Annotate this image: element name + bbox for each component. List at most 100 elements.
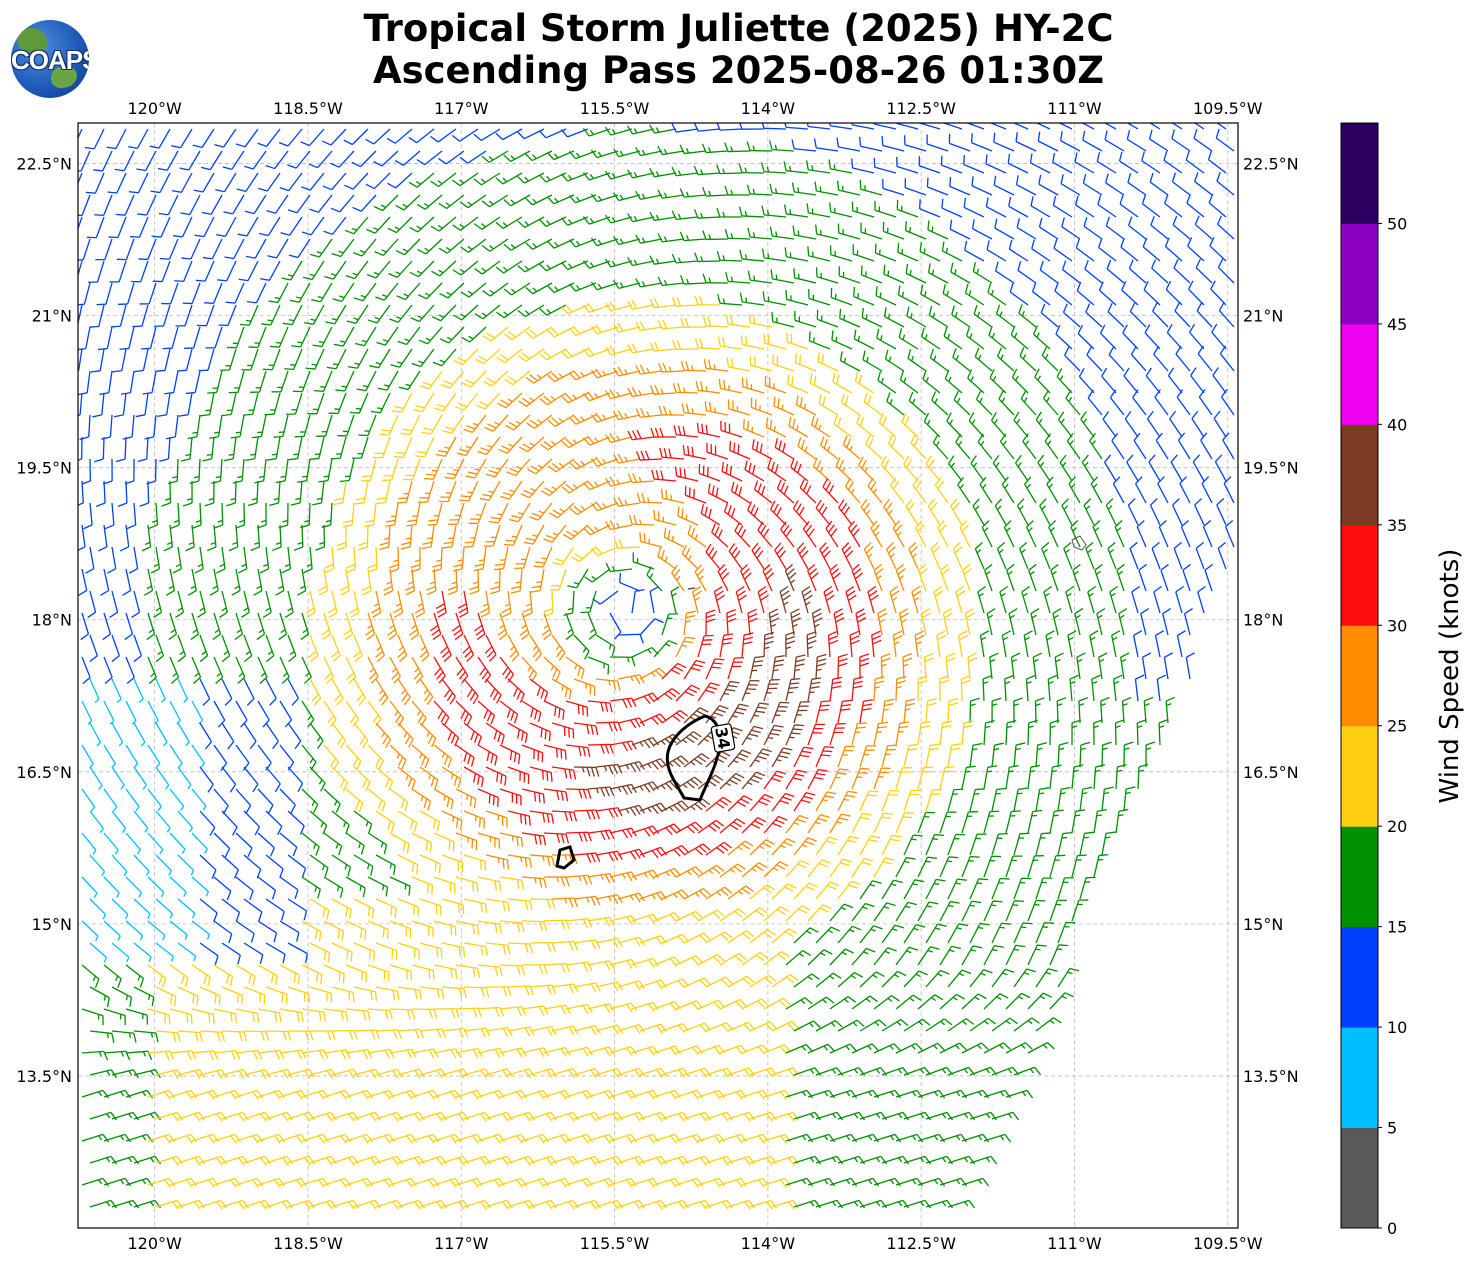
wind-barb: [1071, 719, 1082, 746]
wind-barb: [719, 1089, 748, 1100]
wind-barb: [908, 542, 919, 570]
wind-barb: [345, 260, 369, 280]
wind-barb: [504, 370, 531, 386]
wind-barb: [1053, 239, 1073, 262]
wind-barb: [89, 942, 108, 963]
wind-barb: [1027, 764, 1041, 790]
wind-barb: [880, 653, 891, 680]
wind-barb: [717, 293, 743, 306]
wind-barb: [124, 612, 134, 641]
wind-barb: [287, 810, 305, 835]
wind-barb: [500, 480, 523, 500]
wind-barb: [331, 810, 350, 834]
wind-barb: [849, 630, 860, 658]
wind-barb: [886, 542, 897, 570]
wind-barb: [830, 287, 853, 306]
wind-barb: [1071, 899, 1089, 922]
wind-barb: [917, 946, 940, 966]
lon-tick-bottom: 111°W: [1047, 1234, 1102, 1253]
wind-barb: [257, 1177, 286, 1188]
wind-barb: [477, 436, 501, 456]
wind-barb: [177, 1199, 206, 1210]
wind-barb: [794, 310, 817, 328]
wind-barb: [435, 590, 447, 618]
wind-barb: [258, 216, 281, 237]
wind-barb: [419, 634, 430, 662]
wind-barb: [851, 1043, 879, 1054]
wind-barb: [639, 1023, 668, 1034]
wind-barb: [873, 995, 900, 1010]
wind-barb: [447, 568, 458, 596]
wind-barb: [485, 678, 502, 704]
wind-barb: [590, 193, 619, 203]
wind-barb: [115, 436, 127, 463]
wind-barb: [631, 736, 660, 749]
lon-tick-top: 112.5°W: [886, 99, 956, 118]
wind-barb: [649, 298, 677, 309]
lat-tick-right: 13.5°N: [1243, 1067, 1299, 1086]
lon-tick-bottom: 115.5°W: [580, 1234, 650, 1253]
wind-barb: [343, 128, 369, 146]
wind-barb: [791, 139, 817, 152]
wind-barb: [1013, 877, 1032, 900]
wind-barb: [582, 435, 611, 446]
wind-barb: [617, 892, 646, 903]
wind-barb: [947, 923, 969, 944]
wind-barb: [529, 634, 543, 662]
wind-barb: [224, 238, 245, 260]
wind-barb: [406, 502, 421, 527]
wind-barb: [333, 326, 355, 347]
wind-barb: [155, 810, 171, 833]
wind-barb: [801, 585, 813, 614]
wind-barb: [939, 675, 950, 702]
wind-barb: [1131, 585, 1140, 614]
wind-barb: [561, 480, 589, 494]
wind-barb: [657, 547, 677, 570]
wind-barb: [353, 722, 369, 749]
wind-barb: [133, 898, 151, 919]
wind-barb: [727, 930, 755, 944]
wind-barb: [873, 563, 884, 592]
wind-barb: [287, 986, 310, 1004]
wind-barb: [221, 634, 231, 663]
wind-barb: [943, 326, 963, 350]
wind-barb: [495, 216, 523, 230]
wind-barb: [925, 743, 940, 768]
wind-barb: [587, 1133, 616, 1144]
wind-barb: [521, 744, 544, 763]
wind-barb: [851, 201, 875, 218]
wind-barb: [763, 1133, 792, 1144]
wind-barb: [1061, 260, 1081, 284]
wind-barb: [726, 608, 737, 636]
wind-barb: [768, 608, 780, 636]
wind-barb: [971, 219, 993, 240]
wind-barb: [802, 520, 817, 548]
wind-barb: [282, 304, 303, 326]
wind-barb: [1005, 944, 1026, 966]
wind-barb: [697, 1133, 726, 1144]
wind-barb: [286, 392, 303, 415]
wind-barb: [189, 458, 201, 485]
wind-barb: [1071, 809, 1086, 834]
wind-barb: [991, 877, 1010, 900]
wind-barb: [433, 1008, 460, 1018]
wind-barb: [1123, 786, 1136, 812]
wind-barb: [1101, 831, 1116, 856]
wind-barb: [895, 767, 912, 790]
wind-barb: [727, 840, 754, 856]
wind-barb: [771, 1155, 800, 1166]
wind-barb: [991, 833, 1008, 856]
wind-barb: [218, 304, 237, 327]
wind-barb: [992, 455, 1007, 482]
wind-barb: [503, 150, 531, 163]
wind-barb: [785, 724, 805, 746]
wind-barb: [1044, 433, 1059, 460]
wind-barb: [1078, 367, 1095, 394]
wind-barb: [927, 498, 941, 526]
wind-barb: [964, 240, 985, 262]
wind-barb: [1175, 345, 1191, 372]
wind-barb: [455, 1133, 484, 1144]
wind-barb: [1049, 899, 1067, 922]
wind-barb: [173, 216, 193, 238]
wind-barb: [908, 391, 927, 416]
